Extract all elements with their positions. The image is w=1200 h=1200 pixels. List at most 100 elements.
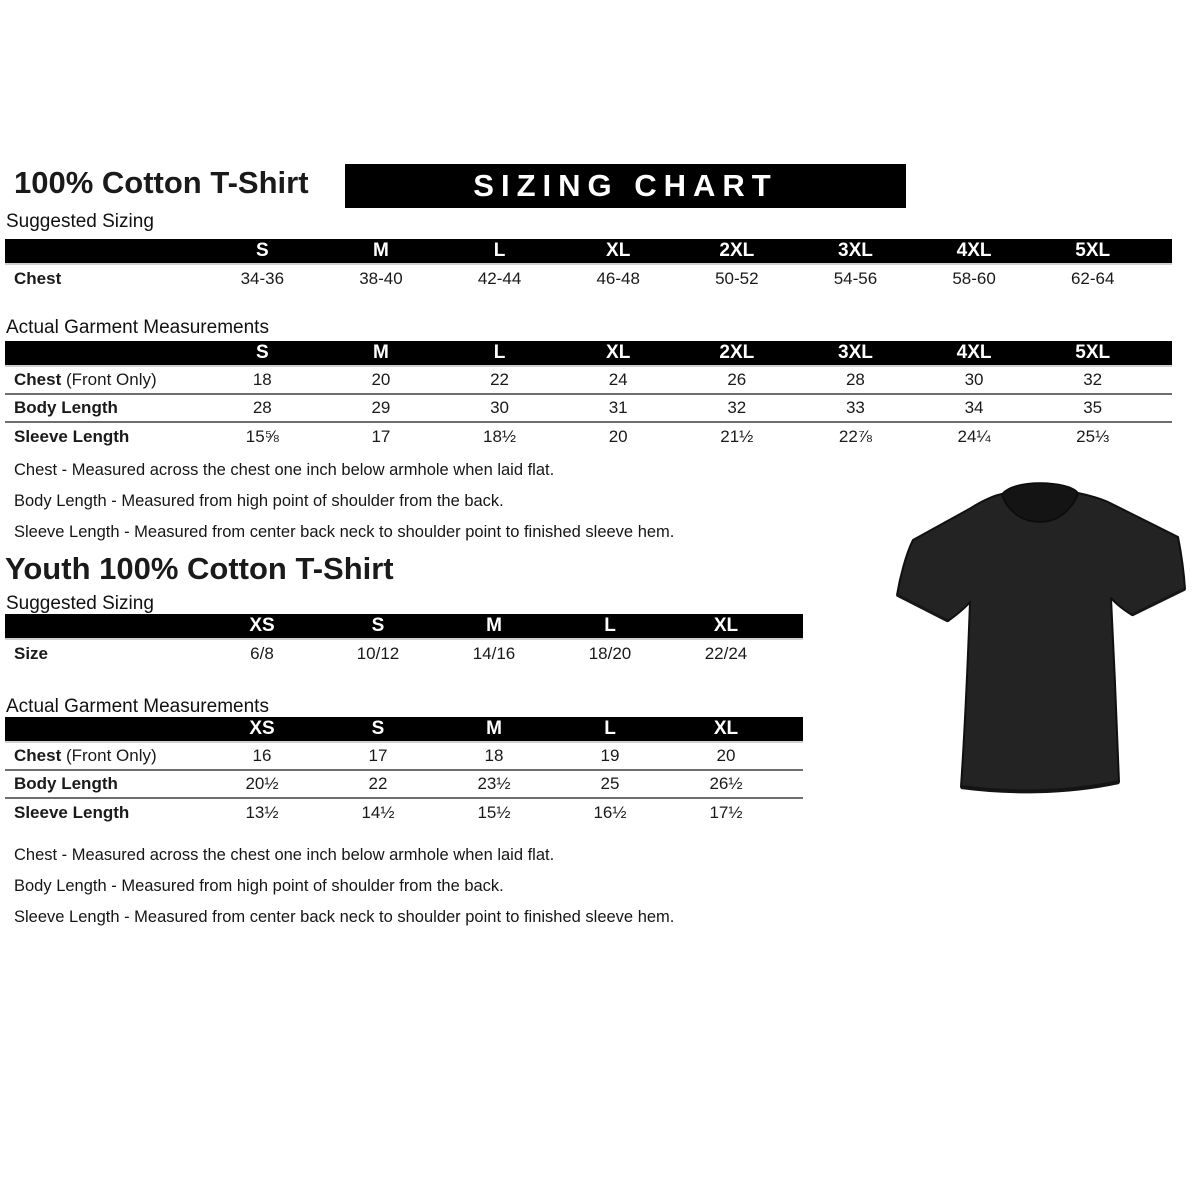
table-cell: 34 bbox=[964, 398, 984, 417]
table-cell: 13½ bbox=[245, 803, 279, 822]
size-column-header: 2XL bbox=[719, 240, 755, 261]
table-cell: 30 bbox=[964, 370, 984, 389]
youth-actual-header-row: XS S M L XL bbox=[5, 717, 803, 743]
table-cell: 33 bbox=[845, 398, 865, 417]
table-cell: 50-52 bbox=[715, 269, 759, 288]
table-cell: 20 bbox=[371, 370, 391, 389]
table-cell: 20 bbox=[608, 427, 628, 446]
table-cell: 20 bbox=[716, 746, 736, 765]
table-row-sleeve-length: Sleeve Length 13½ 14½ 15½ 16½ 17½ bbox=[5, 799, 803, 827]
row-label: Chest bbox=[14, 269, 62, 288]
table-cell: 14½ bbox=[361, 803, 395, 822]
table-cell: 26 bbox=[727, 370, 747, 389]
table-cell: 32 bbox=[727, 398, 747, 417]
table-cell: 35 bbox=[1083, 398, 1103, 417]
size-column-header: 5XL bbox=[1075, 342, 1111, 363]
table-cell: 17 bbox=[368, 746, 388, 765]
adult-actual-table: S M L XL 2XL 3XL 4XL 5XL Chest (Front On… bbox=[5, 341, 1172, 451]
row-label: Chest (Front Only) bbox=[5, 370, 203, 390]
table-cell: 22⅞ bbox=[838, 427, 872, 446]
size-column-header: XL bbox=[713, 718, 739, 739]
youth-suggested-table: XS S M L XL Size 6/8 10/12 14/16 18/20 2… bbox=[5, 614, 803, 668]
adult-suggested-table: S M L XL 2XL 3XL 4XL 5XL Chest 34-36 38-… bbox=[5, 239, 1172, 293]
table-cell: 25 bbox=[600, 774, 620, 793]
table-cell: 17½ bbox=[709, 803, 743, 822]
measurement-note: Body Length - Measured from high point o… bbox=[14, 877, 504, 895]
adult-measurement-notes: Chest - Measured across the chest one in… bbox=[14, 455, 674, 548]
table-cell: 16 bbox=[252, 746, 272, 765]
table-cell: 16½ bbox=[593, 803, 627, 822]
youth-suggested-sizing-label: Suggested Sizing bbox=[6, 593, 154, 614]
row-label-main: Sleeve Length bbox=[14, 803, 130, 822]
table-cell: 10/12 bbox=[356, 644, 400, 663]
table-cell: 31 bbox=[608, 398, 628, 417]
row-label-suffix: (Front Only) bbox=[61, 746, 157, 765]
table-cell: 18 bbox=[252, 370, 272, 389]
table-cell: 28 bbox=[845, 370, 865, 389]
row-label-main: Chest bbox=[14, 746, 62, 765]
size-column-header: XS bbox=[249, 615, 275, 636]
size-column-header: M bbox=[373, 240, 389, 261]
table-cell: 42-44 bbox=[477, 269, 522, 288]
row-label: Sleeve Length bbox=[5, 803, 204, 823]
table-cell: 34-36 bbox=[240, 269, 285, 288]
size-column-header: XL bbox=[713, 615, 739, 636]
size-column-header: 5XL bbox=[1075, 240, 1111, 261]
table-cell: 26½ bbox=[709, 774, 743, 793]
table-cell: 18 bbox=[484, 746, 504, 765]
size-column-header: L bbox=[604, 615, 616, 636]
table-cell: 54-56 bbox=[833, 269, 878, 288]
table-cell: 22/24 bbox=[704, 644, 748, 663]
table-cell: 46-48 bbox=[596, 269, 640, 288]
table-cell: 32 bbox=[1083, 370, 1103, 389]
sizing-chart-banner: SIZING CHART bbox=[345, 164, 906, 208]
table-cell: 21½ bbox=[720, 427, 754, 446]
size-column-header: S bbox=[255, 342, 269, 363]
table-cell: 20½ bbox=[245, 774, 279, 793]
black-tshirt-photo bbox=[888, 482, 1190, 814]
youth-actual-table: XS S M L XL Chest (Front Only) 16 17 18 … bbox=[5, 717, 803, 827]
adult-suggested-sizing-label: Suggested Sizing bbox=[6, 211, 154, 232]
table-row-chest-front-only: Chest (Front Only) 16 17 18 19 20 bbox=[5, 743, 803, 771]
row-label: Body Length bbox=[5, 774, 204, 794]
size-column-header: L bbox=[604, 718, 616, 739]
table-cell: 22 bbox=[490, 370, 510, 389]
row-label-suffix: (Front Only) bbox=[61, 370, 157, 389]
size-column-header: 4XL bbox=[956, 240, 992, 261]
table-cell: 14/16 bbox=[472, 644, 516, 663]
table-row-chest-front-only: Chest (Front Only) 18 20 22 24 26 28 30 … bbox=[5, 367, 1172, 395]
table-cell: 24 bbox=[608, 370, 628, 389]
sizing-chart-banner-text: SIZING CHART bbox=[473, 168, 778, 203]
row-label-main: Body Length bbox=[14, 774, 118, 793]
row-label: Size bbox=[14, 644, 49, 663]
size-column-header: M bbox=[486, 615, 502, 636]
table-cell: 6/8 bbox=[250, 644, 274, 663]
table-cell: 17 bbox=[371, 427, 391, 446]
table-cell: 58-60 bbox=[952, 269, 996, 288]
table-row-size: Size 6/8 10/12 14/16 18/20 22/24 bbox=[5, 640, 803, 668]
size-column-header: 3XL bbox=[838, 342, 873, 363]
table-row-body-length: Body Length 20½ 22 23½ 25 26½ bbox=[5, 771, 803, 799]
size-column-header: S bbox=[371, 718, 385, 739]
size-column-header: 4XL bbox=[956, 342, 992, 363]
row-label: Body Length bbox=[5, 398, 203, 418]
measurement-note: Chest - Measured across the chest one in… bbox=[14, 846, 555, 864]
youth-actual-measurements-label: Actual Garment Measurements bbox=[6, 696, 269, 717]
measurement-note: Chest - Measured across the chest one in… bbox=[14, 461, 555, 479]
row-label-main: Chest bbox=[14, 370, 62, 389]
size-column-header: M bbox=[373, 342, 389, 363]
size-column-header: S bbox=[371, 615, 385, 636]
size-column-header: L bbox=[493, 240, 506, 261]
youth-measurement-notes: Chest - Measured across the chest one in… bbox=[14, 840, 674, 933]
measurement-note: Sleeve Length - Measured from center bac… bbox=[14, 523, 675, 541]
size-column-header: XL bbox=[606, 240, 631, 261]
youth-section-title: Youth 100% Cotton T-Shirt bbox=[5, 551, 394, 586]
measurement-note: Body Length - Measured from high point o… bbox=[14, 492, 504, 510]
size-column-header: XL bbox=[606, 342, 631, 363]
table-cell: 62-64 bbox=[1070, 269, 1115, 288]
adult-actual-measurements-label: Actual Garment Measurements bbox=[6, 317, 269, 338]
table-cell: 18½ bbox=[483, 427, 517, 446]
tshirt-illustration bbox=[896, 482, 1186, 794]
table-cell: 22 bbox=[368, 774, 388, 793]
size-column-header: M bbox=[486, 718, 502, 739]
